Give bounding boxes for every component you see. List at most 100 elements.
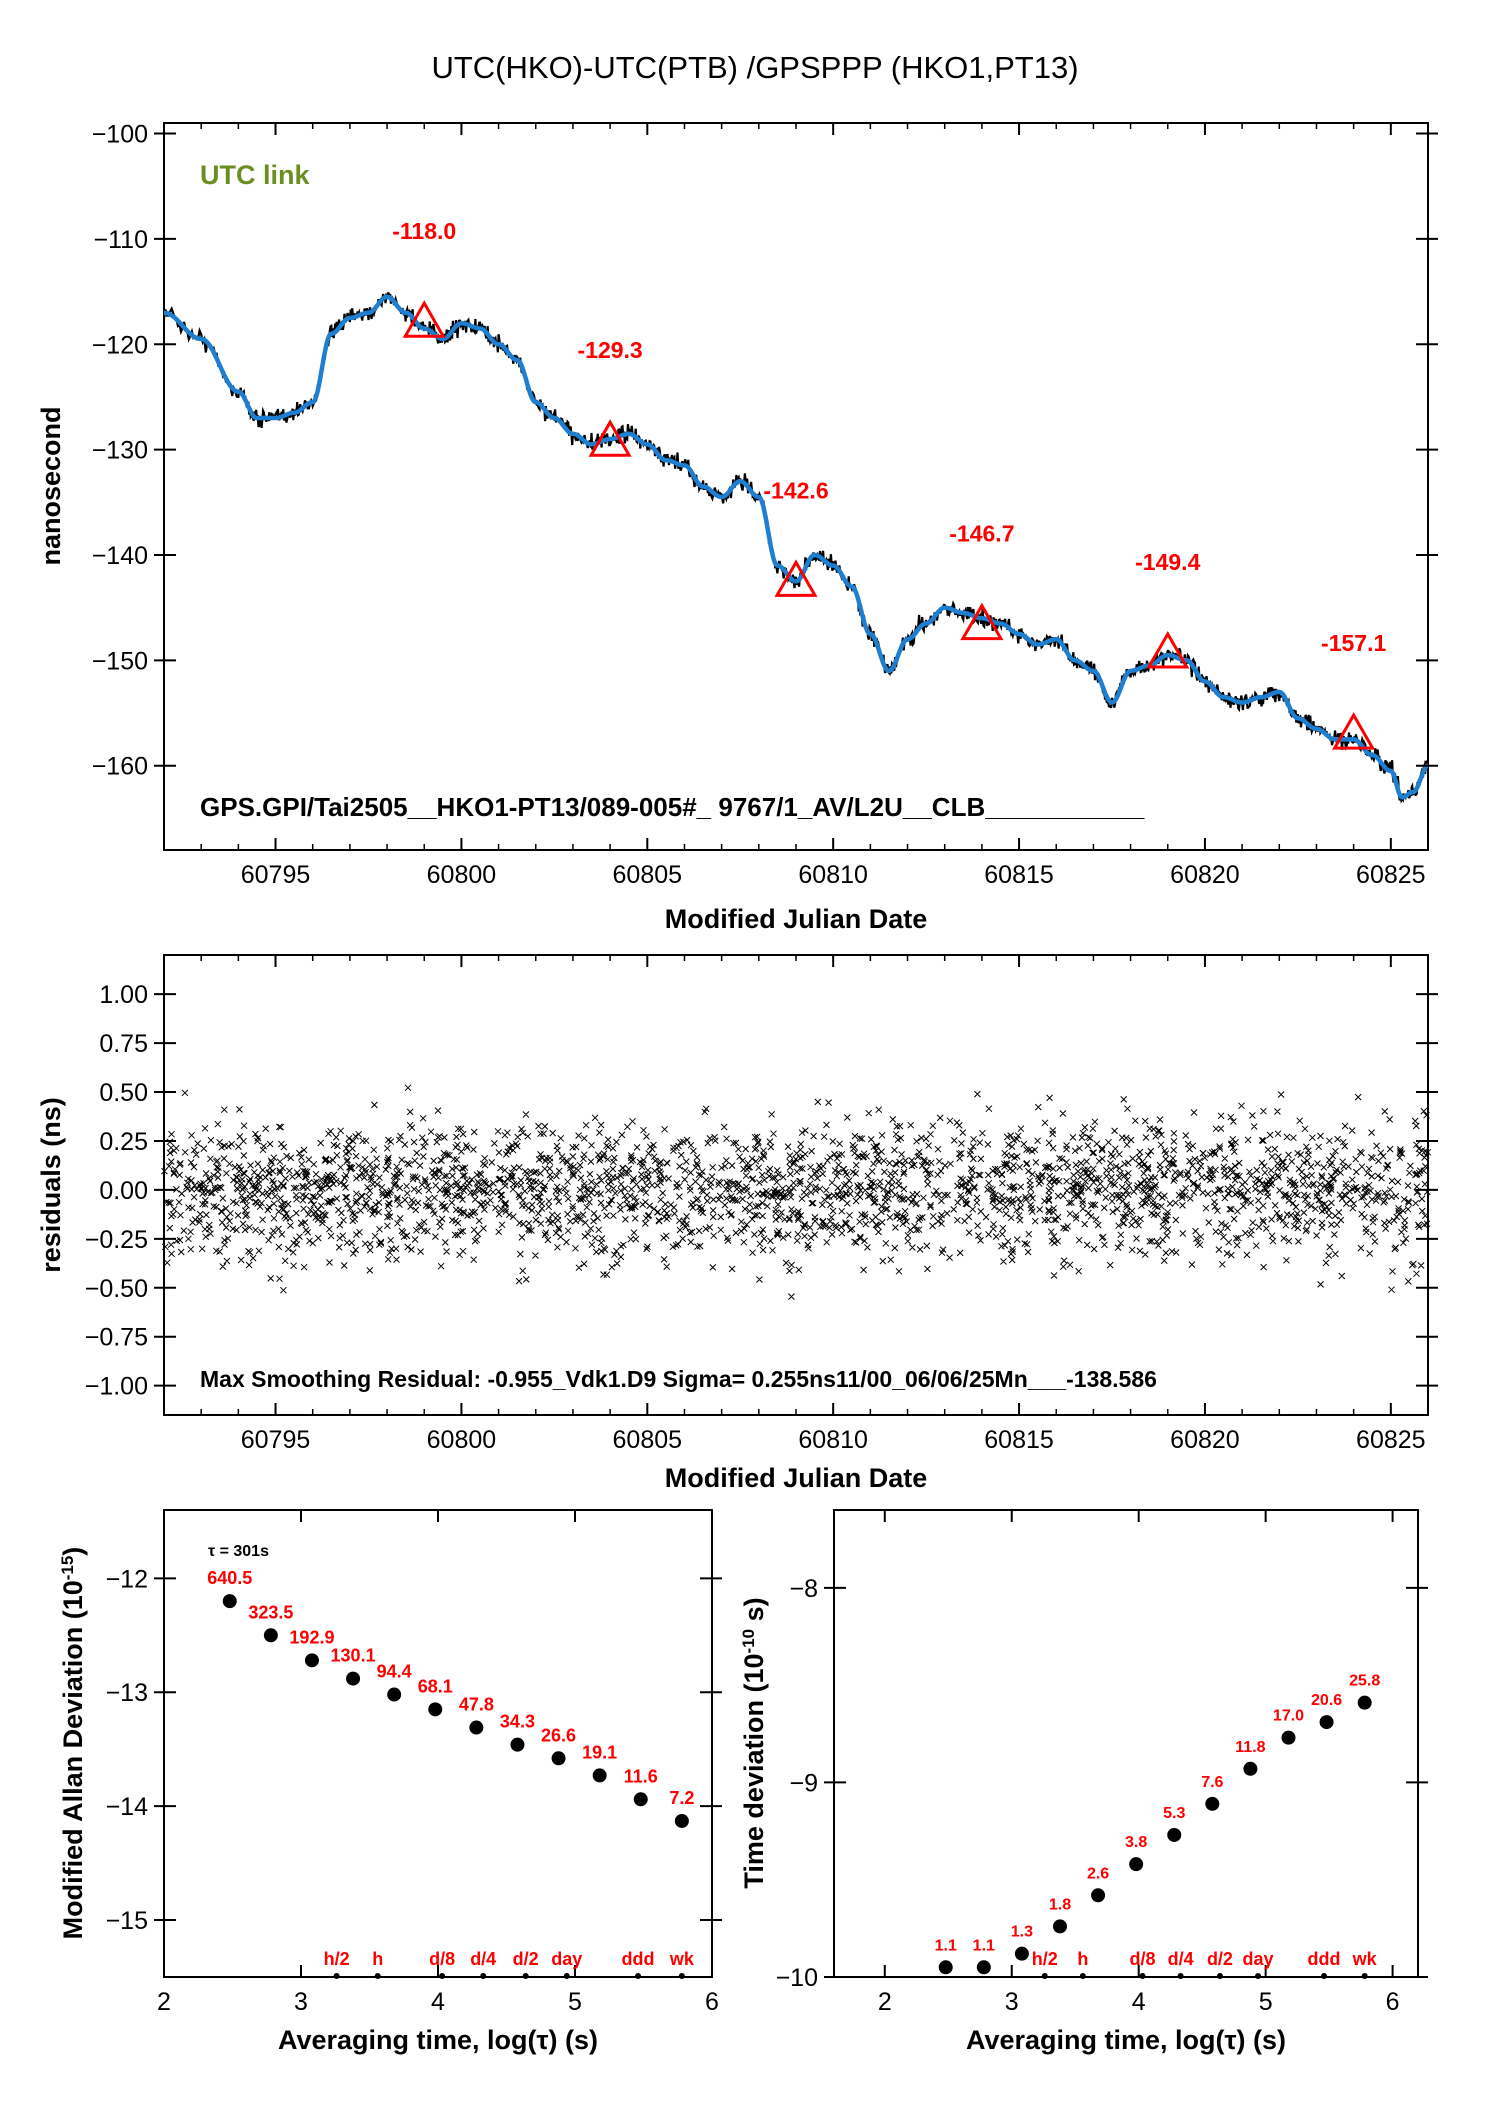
x-tick-label: 3	[294, 1988, 308, 2016]
time-mark-label: d/4	[1168, 1949, 1194, 1969]
mdev-ylabel: Modified Allan Deviation (10-15)	[58, 1547, 89, 1940]
tdev-ylabel: Time deviation (10-10 s)	[739, 1597, 770, 1888]
y-tick-label: 0.00	[99, 1177, 148, 1205]
time-mark-dot	[1321, 1973, 1328, 1979]
time-series-axes: 60795 60800 60805 60810 60815 60820 60825 −100 −…	[92, 121, 1438, 889]
deviation-point	[263, 1628, 278, 1643]
x-tick-label: 60815	[984, 861, 1054, 889]
point-label: 47.8	[459, 1695, 494, 1715]
residuals-data	[161, 1084, 1432, 1300]
point-label: 7.2	[669, 1788, 694, 1808]
deviation-point	[674, 1813, 689, 1828]
deviation-point	[346, 1671, 361, 1686]
smoothed-series-line	[163, 294, 1430, 800]
marker-label: -146.7	[949, 521, 1014, 547]
time-mark-label: d/8	[429, 1949, 455, 1969]
point-label: 34.3	[500, 1712, 535, 1732]
x-tick-label: 3	[1005, 1988, 1019, 2016]
residuals-panel: 60795 60800 60805 60810 60815 60820 60825 1.00 0…	[36, 954, 1438, 1493]
point-label: 1.1	[935, 1937, 957, 1954]
point-label: 19.1	[582, 1742, 617, 1762]
time-mark-dot	[1255, 1973, 1262, 1979]
y-tick-label: 0.50	[99, 1079, 148, 1107]
point-label: 68.1	[418, 1676, 453, 1696]
time-mark-label: h	[372, 1949, 383, 1969]
time-mark-dot	[563, 1973, 570, 1979]
point-label: 11.6	[624, 1766, 658, 1786]
point-label: 2.6	[1087, 1865, 1109, 1882]
time-mark-dot	[439, 1973, 446, 1979]
point-label: 323.5	[248, 1602, 293, 1622]
y-tick-label: 0.25	[99, 1128, 148, 1156]
marker-triangle	[1332, 712, 1376, 750]
tdev-axes: 2 3 4 5 6 −8 −9 −10	[776, 1510, 1428, 2016]
x-tick-label: 60800	[427, 1426, 497, 1454]
mdev-axes: 2 3 4 5 6 −12 −13 −14 −15	[106, 1510, 722, 2016]
x-tick-label: 60820	[1170, 861, 1240, 889]
y-tick-label: −12	[106, 1565, 148, 1593]
x-tick-label: 60825	[1356, 1426, 1426, 1454]
deviation-point	[304, 1653, 319, 1668]
x-tick-label: 60810	[798, 861, 868, 889]
marker-triangle	[960, 602, 1004, 641]
y-tick-label: −9	[789, 1769, 818, 1797]
marker-label: -157.1	[1321, 630, 1386, 656]
time-mark-dot	[522, 1973, 529, 1979]
time-mark-label: ddd	[1308, 1949, 1341, 1969]
time-series-xlabel: Modified Julian Date	[665, 904, 928, 934]
x-tick-label: 60825	[1356, 861, 1426, 889]
time-mark-dot	[1216, 1973, 1223, 1979]
point-label: 11.8	[1235, 1739, 1265, 1756]
point-label: 26.6	[541, 1725, 576, 1745]
x-tick-label: 60810	[798, 1426, 868, 1454]
time-mark-label: d/2	[1207, 1949, 1233, 1969]
deviation-point	[1014, 1946, 1029, 1961]
deviation-point	[1129, 1857, 1144, 1872]
tau-note: τ = 301s	[208, 1543, 269, 1560]
y-tick-label: −10	[776, 1964, 818, 1992]
deviation-point	[1091, 1888, 1106, 1903]
time-mark-label: h/2	[324, 1949, 350, 1969]
time-mark-label: h	[1077, 1949, 1088, 1969]
y-tick-label: −120	[92, 331, 148, 359]
deviation-point	[222, 1594, 237, 1609]
mdev-xlabel: Averaging time, log(τ) (s)	[278, 2025, 598, 2055]
tdev-panel: 2 3 4 5 6 −8 −9 −10 1.1 1.1 1.3 1.8 2.6 3.8 5.3 7.6 11.…	[739, 1509, 1428, 2055]
time-mark-label: day	[551, 1949, 582, 1969]
time-mark-dot	[374, 1973, 381, 1979]
deviation-point	[1319, 1715, 1334, 1730]
x-tick-label: 5	[1259, 1988, 1273, 2016]
x-tick-label: 60805	[613, 861, 683, 889]
deviation-point	[428, 1702, 443, 1717]
x-tick-label: 60795	[241, 861, 311, 889]
x-tick-label: 4	[431, 1988, 445, 2016]
deviation-point	[387, 1687, 402, 1702]
y-tick-label: −100	[92, 121, 148, 149]
residuals-axes: 60795 60800 60805 60810 60815 60820 60825 1.00 0…	[85, 955, 1438, 1454]
y-tick-label: 1.00	[99, 981, 148, 1009]
y-tick-label: −8	[789, 1575, 818, 1603]
time-mark-dot	[1079, 1973, 1086, 1979]
time-mark-dot	[333, 1973, 340, 1979]
point-label: 1.3	[1011, 1924, 1033, 1941]
time-mark-label: h/2	[1032, 1949, 1058, 1969]
x-tick-label: 4	[1132, 1988, 1146, 2016]
time-mark-label: ddd	[622, 1949, 655, 1969]
marker-label: -118.0	[392, 218, 456, 244]
point-label: 17.0	[1273, 1708, 1304, 1725]
legend-utc-link: UTC link	[200, 160, 310, 190]
point-label: 25.8	[1349, 1673, 1380, 1690]
deviation-point	[469, 1720, 484, 1735]
marker-label: -129.3	[578, 337, 643, 363]
y-tick-label: −15	[106, 1907, 148, 1935]
time-mark-dot	[1177, 1973, 1184, 1979]
y-tick-label: −0.50	[85, 1275, 148, 1303]
residuals-footer: Max Smoothing Residual: -0.955_Vdk1.D9 S…	[200, 1366, 1157, 1392]
time-mark-dot	[480, 1973, 487, 1979]
point-label: 7.6	[1201, 1774, 1223, 1791]
y-tick-label: −150	[92, 647, 148, 675]
y-tick-label: −14	[106, 1793, 149, 1821]
point-label: 192.9	[289, 1627, 334, 1647]
residual-points	[161, 1084, 1432, 1300]
deviation-point	[1281, 1730, 1296, 1745]
